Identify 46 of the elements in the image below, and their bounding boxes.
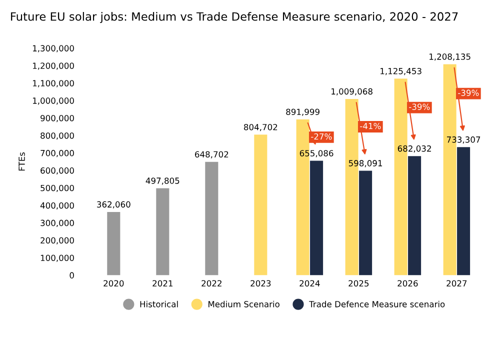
annotation: -41% <box>360 122 381 130</box>
data-label: 648,702 <box>195 151 228 158</box>
legend-label: Trade Defence Measure scenario <box>309 300 445 308</box>
y-tick-label: 1,300,000 <box>33 45 74 52</box>
data-label: 1,125,453 <box>380 68 422 76</box>
x-tick-label: 2025 <box>348 280 369 287</box>
y-tick-label: 300,000 <box>40 220 74 227</box>
annotation: -39% <box>409 104 430 110</box>
bar <box>107 212 120 276</box>
bar <box>359 170 372 276</box>
y-tick-label: 1,200,000 <box>33 62 74 70</box>
x-tick-label: 2021 <box>152 280 172 287</box>
x-tick-label: 2026 <box>398 280 418 287</box>
y-tick-label: 0 <box>70 272 74 278</box>
y-tick-label: 1,100,000 <box>33 80 74 88</box>
y-axis-title: FTEs <box>18 152 25 171</box>
y-tick-label: 600,000 <box>40 167 74 175</box>
y-tick-label: 400,000 <box>40 202 74 210</box>
x-tick-label: 2022 <box>202 280 222 287</box>
bar <box>156 188 170 276</box>
data-label: 1,208,135 <box>430 54 470 61</box>
data-label: 362,060 <box>97 201 130 208</box>
legend-label: Historical <box>140 300 178 308</box>
x-tick-label: 2027 <box>446 280 467 287</box>
data-label: 804,702 <box>244 124 278 132</box>
x-tick-label: 2020 <box>104 280 124 287</box>
bar <box>205 162 218 276</box>
y-tick-label: 1,000,000 <box>33 98 74 105</box>
annotation: -39% <box>458 90 479 96</box>
data-label: 497,805 <box>146 178 180 185</box>
annotation: -27% <box>311 133 332 140</box>
y-tick-label: 800,000 <box>40 132 74 140</box>
y-tick-label: 100,000 <box>40 254 74 262</box>
y-tick-label: 200,000 <box>40 237 74 244</box>
y-tick-label: 500,000 <box>40 184 74 192</box>
y-tick-label: 700,000 <box>40 150 74 158</box>
x-tick-label: 2024 <box>300 280 320 287</box>
data-label: 891,999 <box>286 108 320 116</box>
chart-title: Future EU solar jobs: Medium vs Trade Defense Measure scenario, 2020 - 2027 <box>11 12 458 24</box>
y-tick-label: 900,000 <box>40 115 74 122</box>
bar <box>408 156 422 276</box>
bar <box>310 160 324 276</box>
x-tick-label: 2023 <box>250 280 271 287</box>
data-label: 1,009,068 <box>332 88 372 96</box>
bar <box>457 147 470 276</box>
legend-label: Medium Scenario <box>208 300 280 308</box>
